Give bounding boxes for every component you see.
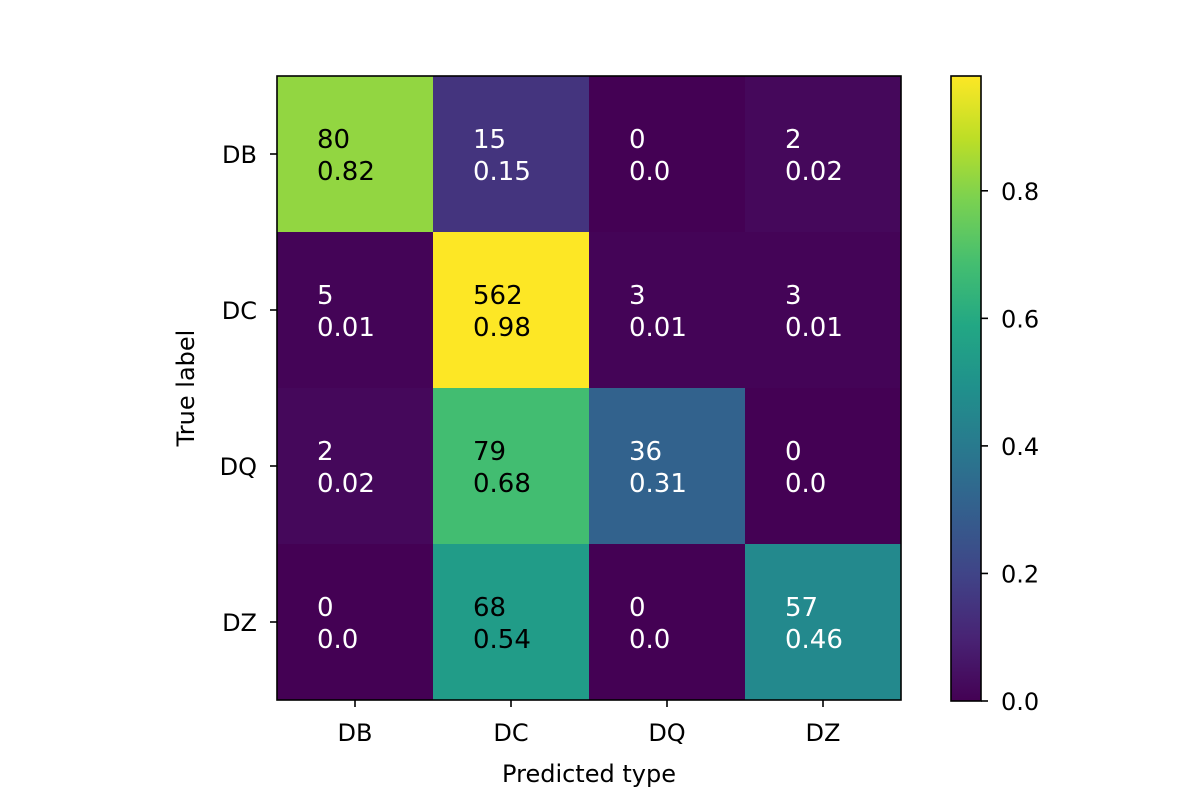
cell-count-label: 3 — [629, 281, 646, 311]
heatmap-cell-db-db — [277, 76, 433, 232]
heatmap-cell-dq-dq — [589, 388, 745, 544]
x-tick-label: DQ — [648, 719, 685, 747]
colorbar — [951, 76, 981, 701]
cell-count-label: 3 — [785, 281, 802, 311]
x-axis-ticks: DB DC DQ DZ — [338, 700, 841, 747]
cell-count-label: 79 — [473, 437, 506, 467]
cell-normalized-label: 0.68 — [473, 469, 531, 499]
heatmap-cell-db-dz — [745, 76, 901, 232]
colorbar-ticks: 0.0 0.2 0.4 0.6 0.8 — [981, 178, 1039, 716]
heatmap-cells — [277, 76, 901, 700]
y-axis-ticks: DB DC DQ DZ — [220, 141, 277, 637]
heatmap-cell-dc-dq — [589, 232, 745, 388]
cell-normalized-label: 0.31 — [629, 469, 687, 499]
cell-count-label: 0 — [629, 593, 646, 623]
cell-normalized-label: 0.02 — [785, 157, 843, 187]
cell-count-label: 68 — [473, 593, 506, 623]
cell-count-label: 0 — [629, 125, 646, 155]
cell-normalized-label: 0.15 — [473, 157, 531, 187]
cell-normalized-label: 0.46 — [785, 625, 843, 655]
heatmap-cell-dz-dc — [433, 544, 589, 700]
heatmap-cell-dc-db — [277, 232, 433, 388]
cell-normalized-label: 0.98 — [473, 313, 531, 343]
colorbar-frame — [950, 75, 982, 702]
cell-labels: 800.82150.1500.020.0250.015620.9830.0130… — [317, 125, 843, 655]
cell-count-label: 0 — [785, 437, 802, 467]
colorbar-tick-label: 0.4 — [1001, 433, 1039, 461]
colorbar-tick-label: 0.0 — [1001, 688, 1039, 716]
cell-normalized-label: 0.0 — [785, 469, 826, 499]
heatmap-cell-dc-dc — [433, 232, 589, 388]
colorbar-tick-label: 0.6 — [1001, 305, 1039, 333]
cell-count-label: 5 — [317, 281, 334, 311]
heatmap-cell-dc-dz — [745, 232, 901, 388]
heatmap-cell-db-dc — [433, 76, 589, 232]
x-tick-label: DC — [493, 719, 528, 747]
plot-frame — [276, 75, 902, 701]
cell-normalized-label: 0.0 — [629, 625, 670, 655]
cell-normalized-label: 0.01 — [785, 313, 843, 343]
x-axis-label: Predicted type — [502, 760, 676, 788]
heatmap-cell-dq-dc — [433, 388, 589, 544]
cell-normalized-label: 0.01 — [629, 313, 687, 343]
x-tick-label: DB — [338, 719, 373, 747]
heatmap-cell-dz-dz — [745, 544, 901, 700]
cell-normalized-label: 0.82 — [317, 157, 375, 187]
y-tick-label: DC — [222, 297, 257, 325]
cell-count-label: 2 — [785, 125, 802, 155]
cell-normalized-label: 0.54 — [473, 625, 531, 655]
cell-count-label: 15 — [473, 125, 506, 155]
heatmap-cell-dz-db — [277, 544, 433, 700]
heatmap-cell-db-dq — [589, 76, 745, 232]
cell-normalized-label: 0.0 — [317, 625, 358, 655]
cell-count-label: 57 — [785, 593, 818, 623]
colorbar-tick-label: 0.8 — [1001, 178, 1039, 206]
cell-count-label: 36 — [629, 437, 662, 467]
heatmap-cell-dq-dz — [745, 388, 901, 544]
heatmap-cell-dq-db — [277, 388, 433, 544]
y-axis-label: True label — [172, 330, 200, 448]
y-tick-label: DB — [222, 141, 257, 169]
cell-count-label: 2 — [317, 437, 334, 467]
cell-count-label: 562 — [473, 281, 523, 311]
cell-normalized-label: 0.0 — [629, 157, 670, 187]
colorbar-tick-label: 0.2 — [1001, 560, 1039, 588]
y-tick-label: DQ — [220, 453, 257, 481]
cell-normalized-label: 0.01 — [317, 313, 375, 343]
cell-count-label: 80 — [317, 125, 350, 155]
cell-count-label: 0 — [317, 593, 334, 623]
cell-normalized-label: 0.02 — [317, 469, 375, 499]
heatmap-cell-dz-dq — [589, 544, 745, 700]
y-tick-label: DZ — [222, 609, 257, 637]
x-tick-label: DZ — [806, 719, 841, 747]
